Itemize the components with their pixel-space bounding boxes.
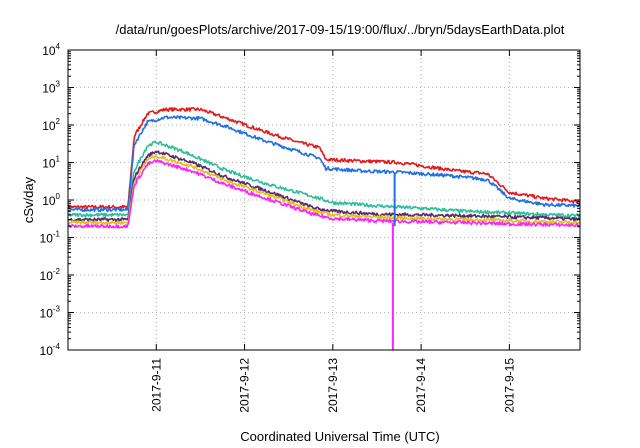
x-tick-label: 2017-9-11 [149,358,163,412]
x-tick-label: 2017-9-15 [502,358,516,413]
x-axis-label: Coordinated Universal Time (UTC) [240,429,439,444]
series-line [67,153,581,226]
y-tick-label: 10-4 [40,342,61,358]
chart-title: /data/run/goesPlots/archive/2017-09-15/1… [116,22,565,37]
series-line [67,159,581,229]
x-tick-label: 2017-9-14 [414,358,428,413]
series-line [67,107,581,210]
x-axis: 2017-9-11 2017-9-12 2017-9-13 2017-9-14 2017… [149,50,516,413]
y-tick-exponent: -4 [53,342,61,351]
y-axis-label: cSv/day [21,176,36,223]
y-tick-label: 10-3 [40,305,61,321]
y-tick-base: 10 [42,157,56,171]
y-tick-base: 10 [40,307,54,321]
y-tick-exponent: -1 [53,230,61,239]
y-tick-label: 103 [42,80,60,96]
y-tick-label: 100 [42,192,60,208]
y-tick-base: 10 [40,344,54,358]
y-tick-exponent: 2 [56,117,61,126]
y-tick-base: 10 [42,194,56,208]
x-tick-label: 2017-9-13 [326,358,340,413]
y-tick-exponent: 0 [56,192,61,201]
y-tick-base: 10 [40,269,54,283]
y-tick-exponent: -2 [53,267,61,276]
x-tick-label: 2017-9-12 [238,358,252,413]
y-tick-base: 10 [42,119,56,133]
y-tick-base: 10 [42,82,56,96]
y-tick-exponent: 1 [56,155,61,164]
y-tick-label: 102 [42,117,60,133]
series-line [67,150,581,223]
series-line [67,115,581,213]
y-tick-exponent: 3 [56,80,61,89]
y-tick-label: 101 [42,155,60,171]
y-tick-label: 10-1 [40,230,61,246]
y-tick-label: 10-2 [40,267,61,283]
series-line [68,140,581,219]
series-group [67,107,581,350]
y-tick-exponent: -3 [53,305,61,314]
y-tick-label: 104 [42,42,60,58]
y-tick-exponent: 4 [56,42,61,51]
y-tick-base: 10 [40,232,54,246]
y-tick-base: 10 [42,44,56,58]
